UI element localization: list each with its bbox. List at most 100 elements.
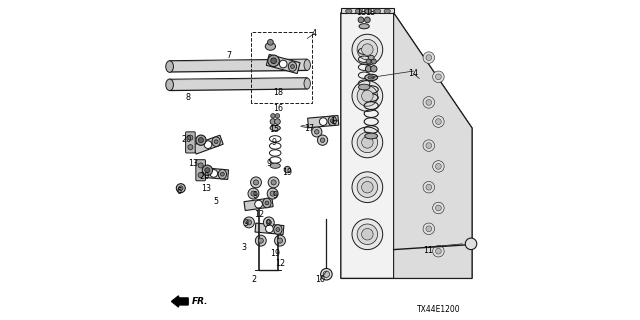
Ellipse shape (218, 169, 227, 179)
Ellipse shape (330, 119, 334, 123)
Ellipse shape (188, 145, 193, 150)
Ellipse shape (253, 180, 259, 185)
Ellipse shape (362, 90, 373, 102)
Ellipse shape (371, 66, 377, 72)
Text: 1: 1 (330, 117, 335, 126)
Ellipse shape (426, 55, 432, 60)
Ellipse shape (435, 205, 442, 211)
Ellipse shape (362, 137, 373, 148)
Text: 12: 12 (275, 260, 285, 268)
Ellipse shape (196, 135, 206, 145)
Polygon shape (394, 13, 472, 278)
Ellipse shape (323, 271, 330, 277)
Ellipse shape (352, 34, 383, 65)
Text: 8: 8 (186, 93, 191, 102)
Ellipse shape (357, 39, 378, 60)
Polygon shape (340, 13, 472, 278)
Ellipse shape (435, 248, 442, 254)
Ellipse shape (204, 141, 212, 148)
Ellipse shape (435, 119, 442, 124)
Ellipse shape (166, 61, 173, 72)
Text: 17: 17 (304, 124, 314, 132)
Ellipse shape (423, 97, 435, 108)
Text: 9: 9 (253, 191, 258, 200)
Ellipse shape (198, 172, 204, 178)
Ellipse shape (321, 268, 332, 280)
Ellipse shape (202, 165, 212, 175)
Ellipse shape (426, 100, 432, 105)
Text: 12: 12 (254, 210, 264, 219)
Ellipse shape (304, 60, 310, 70)
Text: 14: 14 (408, 69, 419, 78)
Ellipse shape (369, 55, 374, 60)
Ellipse shape (255, 235, 266, 246)
Ellipse shape (366, 59, 371, 64)
Text: 9: 9 (243, 220, 248, 228)
Ellipse shape (426, 184, 432, 190)
Ellipse shape (433, 71, 444, 83)
Ellipse shape (259, 238, 264, 243)
Ellipse shape (426, 143, 432, 148)
Ellipse shape (198, 138, 204, 143)
Polygon shape (193, 135, 223, 154)
Text: 9: 9 (273, 191, 278, 200)
Text: 20: 20 (181, 135, 191, 144)
Ellipse shape (423, 52, 435, 63)
Ellipse shape (362, 228, 373, 240)
Ellipse shape (271, 180, 276, 185)
Ellipse shape (314, 130, 319, 134)
Text: 4: 4 (312, 29, 317, 38)
Ellipse shape (362, 44, 373, 55)
Ellipse shape (465, 238, 477, 250)
Text: 9: 9 (266, 159, 271, 168)
Ellipse shape (205, 168, 210, 173)
Ellipse shape (244, 217, 255, 228)
Text: 11: 11 (423, 246, 433, 255)
Text: 18: 18 (365, 8, 376, 17)
Ellipse shape (435, 164, 442, 169)
Polygon shape (170, 78, 307, 91)
Ellipse shape (355, 9, 362, 13)
Ellipse shape (212, 137, 220, 147)
Ellipse shape (312, 127, 322, 137)
Ellipse shape (365, 9, 371, 13)
Ellipse shape (358, 84, 370, 90)
Ellipse shape (271, 58, 276, 64)
Ellipse shape (433, 161, 444, 172)
Ellipse shape (198, 163, 204, 168)
Ellipse shape (433, 116, 444, 127)
Ellipse shape (270, 125, 280, 131)
Ellipse shape (365, 133, 378, 139)
Text: 16: 16 (273, 104, 284, 113)
Ellipse shape (268, 177, 279, 188)
Ellipse shape (328, 116, 337, 126)
Ellipse shape (266, 225, 273, 233)
Ellipse shape (270, 163, 280, 168)
Ellipse shape (321, 138, 325, 142)
Ellipse shape (288, 62, 296, 71)
Text: 9: 9 (266, 220, 271, 228)
Text: 20: 20 (199, 172, 209, 180)
Text: 7: 7 (226, 51, 232, 60)
Text: 18: 18 (273, 88, 284, 97)
Polygon shape (340, 8, 394, 13)
Ellipse shape (251, 191, 256, 196)
Ellipse shape (358, 17, 364, 23)
Ellipse shape (270, 119, 276, 124)
Ellipse shape (357, 132, 378, 153)
Polygon shape (308, 116, 339, 128)
Ellipse shape (426, 226, 432, 232)
Ellipse shape (246, 220, 252, 225)
Ellipse shape (270, 191, 275, 196)
Ellipse shape (278, 238, 283, 243)
Ellipse shape (317, 135, 328, 145)
Ellipse shape (177, 184, 186, 193)
Ellipse shape (368, 76, 374, 79)
Polygon shape (170, 59, 307, 72)
Ellipse shape (433, 202, 444, 214)
Ellipse shape (423, 140, 435, 151)
Ellipse shape (263, 198, 271, 208)
Ellipse shape (357, 224, 378, 244)
Ellipse shape (346, 9, 352, 13)
Ellipse shape (268, 55, 280, 67)
